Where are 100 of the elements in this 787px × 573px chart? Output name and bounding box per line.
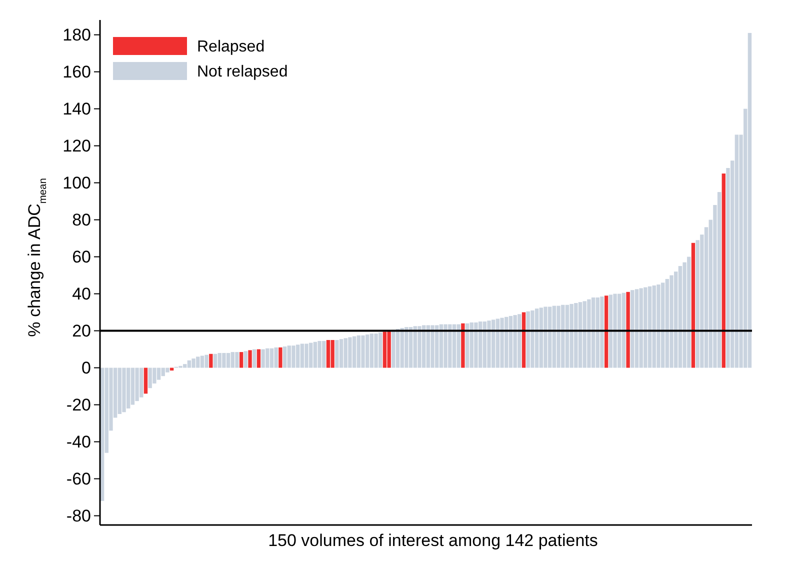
bar [565,304,570,368]
bar [252,349,256,368]
bar [734,134,739,368]
bar [352,336,356,368]
bar [548,306,552,368]
y-tick-label: 120 [62,136,91,156]
bar [318,340,322,368]
y-tick-label: -40 [66,432,91,452]
y-tick-label: 40 [72,284,91,304]
bar [444,324,448,368]
bar [648,286,652,368]
bar [209,354,213,368]
y-tick-label: 20 [72,322,91,341]
bar [348,337,352,368]
bar [226,352,230,368]
y-tick-label: -60 [66,470,91,489]
bar [396,328,400,368]
bar [392,330,396,368]
bar [622,292,626,368]
bar [304,344,308,368]
bar [330,340,334,368]
bar [248,350,252,368]
bar [222,352,226,368]
bar [408,327,413,368]
bar [426,325,430,368]
legend-label: Not relapsed [197,64,288,81]
bar [239,352,244,368]
bar [530,310,534,368]
bar [613,294,617,368]
bar [552,306,556,368]
bar [235,352,239,368]
bar [365,334,370,368]
bar [508,316,513,368]
x-axis-title: 150 volumes of interest among 142 patients [268,531,598,550]
bar [556,306,560,368]
bar [361,335,365,368]
bar [213,354,218,368]
bar [387,330,391,368]
y-tick-label: 100 [62,174,91,193]
bar [282,346,287,368]
bar [144,368,148,394]
y-tick-label: -20 [66,396,91,415]
bar [691,242,696,368]
bar [374,334,378,368]
y-tick-label: 80 [72,210,91,230]
bar [478,322,482,368]
bar [204,354,208,368]
bar [496,318,500,368]
bar [456,324,460,368]
bar [500,318,504,368]
bar [678,266,682,368]
y-tick-label: 0 [82,358,91,378]
bar [274,347,278,368]
bar [270,348,274,368]
bar [430,325,434,368]
bar [300,344,304,368]
bar [118,368,122,414]
bar [522,312,526,368]
bar [256,349,261,368]
y-tick-label: 160 [62,62,91,82]
bar [418,326,422,368]
bar [656,284,660,368]
legend-label: Relapsed [197,38,265,56]
bar [465,323,470,368]
bar [439,324,444,368]
bar [122,368,126,412]
bar [600,296,604,368]
bar [482,322,487,368]
bar [660,282,665,368]
bar [630,290,634,368]
bar [335,340,339,368]
bar [422,325,426,368]
y-tick-label: 60 [72,248,91,267]
bar [166,368,170,372]
bar [313,342,318,368]
bar [717,192,722,368]
bar [608,294,613,368]
bar [474,322,478,368]
bar [182,364,187,368]
bar [748,32,752,368]
y-tick-label: -80 [66,506,91,526]
bar [382,332,387,368]
bar [534,308,539,368]
bar [370,334,374,368]
bar [591,297,596,368]
bar [339,339,344,368]
bar [544,306,548,368]
bar [278,347,282,368]
bar [200,356,204,368]
y-tick-label: 180 [62,26,91,45]
bar [292,346,296,368]
bar [634,289,639,368]
y-tick-label: 140 [62,100,91,119]
bar [135,368,139,402]
bar [578,302,582,368]
bar [452,324,456,368]
bar [130,368,135,405]
bar [487,320,491,368]
bar [665,278,670,368]
bar [604,296,608,368]
